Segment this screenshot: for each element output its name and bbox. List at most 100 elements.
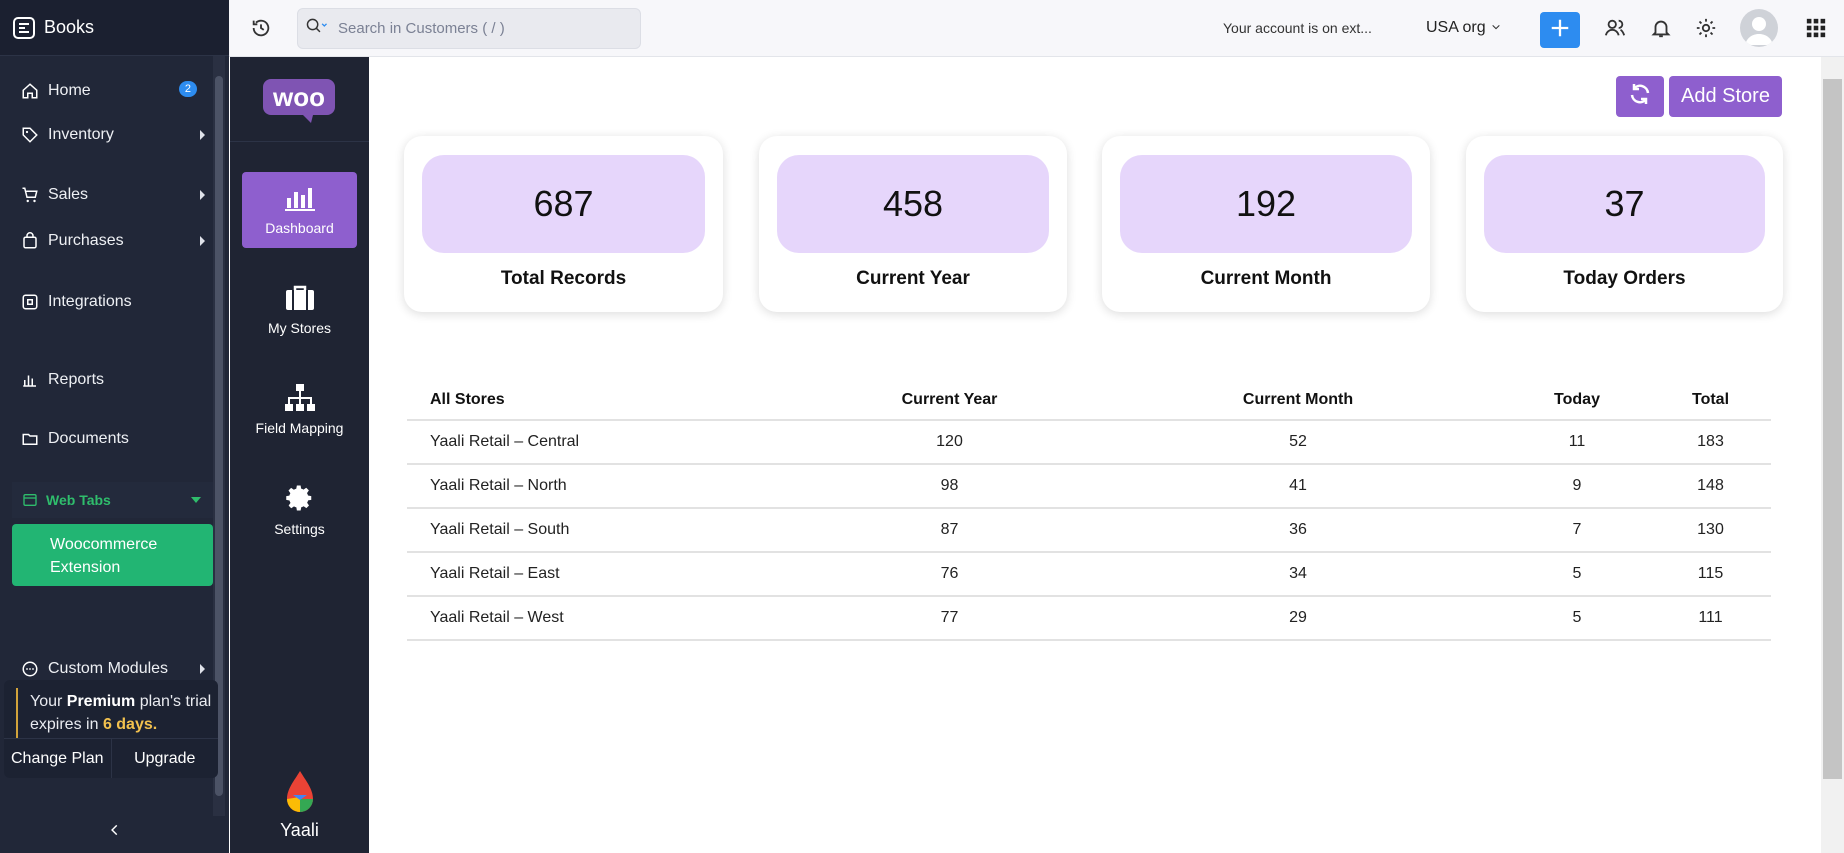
nav-label: Field Mapping — [255, 420, 344, 436]
table-header-row: All Stores Current Year Current Month To… — [407, 380, 1771, 421]
quick-create-button[interactable] — [1540, 12, 1580, 48]
change-plan-button[interactable]: Change Plan — [4, 739, 112, 778]
chevron-down-icon — [1490, 19, 1502, 36]
briefcase-icon — [285, 285, 314, 310]
brand[interactable]: Books — [0, 0, 229, 56]
upgrade-button[interactable]: Upgrade — [134, 749, 196, 767]
caret-right-icon — [200, 190, 205, 200]
column-header: Today — [1504, 380, 1650, 421]
users-icon[interactable] — [1603, 16, 1627, 40]
cog-icon — [285, 485, 311, 511]
table-cell: 41 — [1092, 464, 1504, 509]
stat-value: 192 — [1120, 155, 1412, 253]
sidebar-item-custom-modules[interactable]: Custom Modules — [0, 651, 213, 687]
trial-days: 6 days. — [102, 716, 158, 733]
trial-text: expires in — [30, 716, 99, 733]
table-row: Yaali Retail – East 76 34 5 115 — [407, 552, 1771, 597]
integrations-icon — [20, 292, 40, 312]
caret-right-icon — [200, 236, 205, 246]
trial-text: Your — [30, 693, 63, 710]
sidebar-item-woocommerce-extension[interactable]: Woocommerce Extension — [12, 524, 213, 586]
sidebar-item-integrations[interactable]: Integrations — [0, 284, 213, 320]
table-cell: 120 — [807, 420, 1092, 465]
sidebar-item-sales[interactable]: Sales — [0, 177, 213, 213]
refresh-button[interactable] — [1616, 76, 1664, 117]
app-grid-icon[interactable] — [1804, 16, 1828, 40]
table-cell: 76 — [807, 552, 1092, 597]
woo-item-line1: Woocommerce — [50, 536, 158, 553]
woocommerce-logo: woo — [263, 79, 335, 123]
sidebar-item-purchases[interactable]: Purchases — [0, 223, 213, 259]
books-logo-icon — [12, 16, 36, 40]
org-switcher[interactable]: USA org — [1426, 19, 1502, 37]
yaali-label: Yaali — [280, 820, 319, 840]
account-notice-link[interactable]: Your account is on ext... — [1223, 20, 1372, 36]
search-placeholder: Search in Customers ( / ) — [338, 20, 505, 37]
scrollbar-thumb[interactable] — [215, 76, 223, 796]
gear-icon[interactable] — [1694, 16, 1718, 40]
scrollbar-thumb[interactable] — [1823, 79, 1842, 779]
notification-badge: 2 — [178, 81, 197, 97]
brand-name: Books — [44, 17, 95, 37]
trial-accent-bar — [16, 688, 18, 738]
table-row: Yaali Retail – West 77 29 5 111 — [407, 596, 1771, 641]
nav-field-mapping[interactable]: Field Mapping — [242, 372, 357, 448]
nav-my-stores[interactable]: My Stores — [242, 272, 357, 348]
table-cell: Yaali Retail – West — [407, 596, 807, 641]
web-tabs-label: Web Tabs — [46, 492, 111, 508]
recent-history-icon[interactable] — [249, 16, 273, 40]
sidebar-scrollbar[interactable] — [213, 56, 225, 816]
stat-label: Current Month — [1200, 268, 1332, 289]
web-tabs-icon — [22, 492, 38, 508]
table-cell: Yaali Retail – Central — [407, 420, 807, 465]
sidebar-item-inventory[interactable]: Inventory — [0, 117, 213, 153]
sidebar-item-label: Purchases — [48, 232, 124, 249]
stat-card-today-orders: 37 Today Orders — [1466, 136, 1783, 312]
sidebar-item-home[interactable]: Home 2 — [0, 73, 213, 109]
search-icon[interactable] — [306, 16, 328, 41]
stat-label: Today Orders — [1563, 268, 1686, 289]
table-cell: 98 — [807, 464, 1092, 509]
sidebar-item-label: Home — [48, 82, 91, 99]
sidebar-item-label: Sales — [48, 186, 89, 203]
table-row: Yaali Retail – Central 120 52 11 183 — [407, 420, 1771, 465]
table-cell: 7 — [1504, 508, 1650, 553]
caret-right-icon — [200, 130, 205, 140]
chevron-left-icon — [108, 823, 122, 842]
search-input[interactable]: Search in Customers ( / ) — [297, 8, 641, 49]
cart-icon — [20, 185, 40, 205]
yaali-brand: Yaali — [230, 769, 369, 841]
trial-text: plan's trial — [139, 693, 212, 710]
nav-label: My Stores — [267, 320, 331, 336]
table-cell: 36 — [1092, 508, 1504, 553]
stat-value: 687 — [422, 155, 705, 253]
nav-dashboard[interactable]: Dashboard — [242, 172, 357, 248]
table-cell: Yaali Retail – South — [407, 508, 807, 553]
more-circle-icon — [20, 659, 40, 679]
sidebar-item-documents[interactable]: Documents — [0, 421, 213, 457]
nav-settings[interactable]: Settings — [242, 472, 357, 548]
sidebar-item-label: Documents — [48, 430, 129, 447]
plus-icon — [1549, 17, 1571, 44]
table-row: Yaali Retail – South 87 36 7 130 — [407, 508, 1771, 553]
sidebar-section-web-tabs[interactable]: Web Tabs — [12, 482, 213, 518]
column-header: All Stores — [407, 380, 807, 421]
trial-actions: Change Plan Upgrade — [4, 738, 218, 778]
org-name: USA org — [1426, 19, 1486, 36]
table-cell: 5 — [1504, 552, 1650, 597]
stat-card-total-records: 687 Total Records — [404, 136, 723, 312]
main-sidebar: Books Home 2 Inventory Sales Purchases I… — [0, 0, 229, 853]
stat-value: 458 — [777, 155, 1049, 253]
add-store-button[interactable]: Add Store — [1669, 76, 1782, 117]
table-cell: 29 — [1092, 596, 1504, 641]
table-cell: 9 — [1504, 464, 1650, 509]
collapse-sidebar-button[interactable] — [0, 812, 229, 853]
bell-icon[interactable] — [1649, 16, 1673, 40]
avatar[interactable] — [1740, 9, 1778, 47]
table-cell: 87 — [807, 508, 1092, 553]
home-icon — [20, 81, 40, 101]
main-scrollbar[interactable] — [1821, 57, 1844, 853]
extension-sidebar: woo Dashboard My Stores Field Mapping Se… — [230, 57, 369, 853]
folder-icon — [20, 429, 40, 449]
sidebar-item-reports[interactable]: Reports — [0, 362, 213, 398]
